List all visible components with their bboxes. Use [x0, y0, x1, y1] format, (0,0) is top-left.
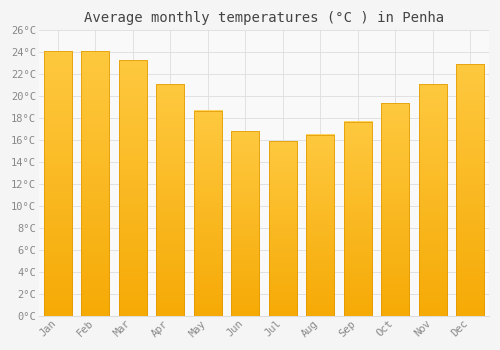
- Bar: [81, 51, 109, 316]
- Bar: [156, 84, 184, 316]
- Bar: [231, 131, 259, 316]
- Bar: [456, 64, 484, 316]
- Bar: [456, 64, 484, 316]
- Bar: [306, 135, 334, 316]
- Bar: [344, 121, 371, 316]
- Bar: [418, 84, 446, 316]
- Bar: [418, 84, 446, 316]
- Bar: [44, 51, 72, 316]
- Bar: [306, 135, 334, 316]
- Bar: [81, 51, 109, 316]
- Bar: [381, 103, 409, 316]
- Bar: [44, 51, 72, 316]
- Bar: [381, 103, 409, 316]
- Bar: [156, 84, 184, 316]
- Bar: [118, 60, 146, 316]
- Bar: [194, 111, 222, 316]
- Bar: [118, 60, 146, 316]
- Title: Average monthly temperatures (°C ) in Penha: Average monthly temperatures (°C ) in Pe…: [84, 11, 444, 25]
- Bar: [194, 111, 222, 316]
- Bar: [268, 141, 296, 316]
- Bar: [231, 131, 259, 316]
- Bar: [268, 141, 296, 316]
- Bar: [344, 121, 371, 316]
